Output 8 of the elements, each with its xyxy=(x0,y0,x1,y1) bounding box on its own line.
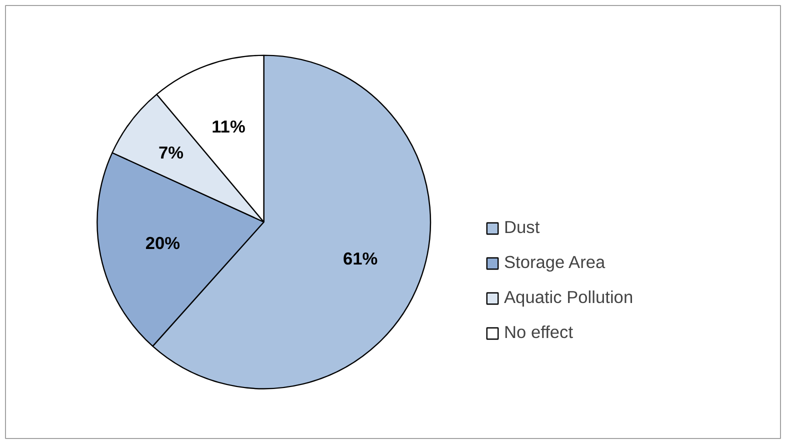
data-label: 11% xyxy=(212,116,246,136)
legend-label: Aquatic Pollution xyxy=(504,287,634,308)
data-label: 20% xyxy=(145,232,180,253)
legend-label: Storage Area xyxy=(504,252,606,273)
data-label: 61% xyxy=(343,248,378,268)
legend-label: No effect xyxy=(504,322,574,343)
legend-label: Dust xyxy=(504,217,540,238)
data-label: 7% xyxy=(158,142,184,162)
